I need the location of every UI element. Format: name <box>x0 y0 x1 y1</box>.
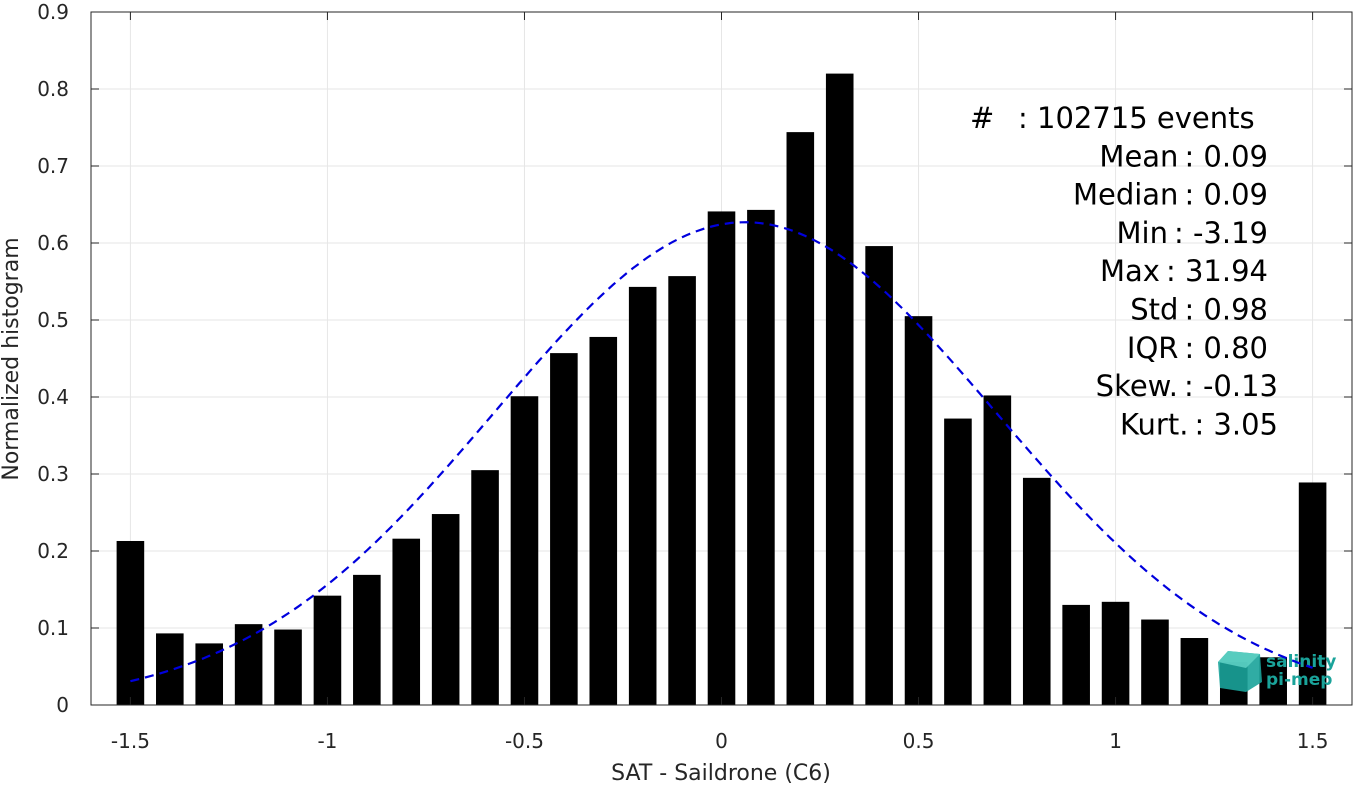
stat-label: Skew. <box>1096 369 1178 403</box>
stat-label: Min <box>1117 216 1168 250</box>
logo-text-line1: salinity <box>1266 652 1336 672</box>
y-tick-label: 0.4 <box>37 385 69 409</box>
histogram-bar <box>1062 604 1090 705</box>
histogram-bar <box>156 633 184 705</box>
salinity-pimep-logo: salinity pi-mep <box>1218 651 1336 692</box>
x-tick-label: 1.5 <box>1297 729 1329 753</box>
histogram-bar <box>628 286 657 705</box>
y-tick-label: 0.8 <box>37 77 69 101</box>
histogram-bar <box>1259 657 1287 705</box>
histogram-bar <box>510 396 539 705</box>
histogram-bar <box>195 643 224 705</box>
histogram-bar <box>1141 619 1169 705</box>
stat-value: : 0.98 <box>1184 293 1268 327</box>
histogram-bar <box>707 211 736 705</box>
histogram-bar <box>1298 482 1327 705</box>
logo-cube-face-icon <box>1218 651 1260 668</box>
y-tick-label: 0.6 <box>37 231 69 255</box>
stat-value: : 102715 events <box>1018 101 1255 135</box>
histogram-bar <box>274 629 302 705</box>
x-axis-label: SAT - Saildrone (C6) <box>611 761 831 785</box>
logo-text-line2: pi-mep <box>1266 670 1332 690</box>
histogram-bar <box>747 209 775 705</box>
histogram-bar <box>471 470 499 705</box>
histogram-bar <box>904 316 933 705</box>
stat-value: : 3.05 <box>1194 407 1278 441</box>
x-tick-label: -1.5 <box>111 729 150 753</box>
x-tick-label: -0.5 <box>505 729 544 753</box>
histogram-bar <box>1180 638 1209 705</box>
histogram-bar <box>944 418 972 705</box>
x-tick-label: 0 <box>715 729 728 753</box>
x-tick-label: 1 <box>1109 729 1122 753</box>
stat-value: : 0.80 <box>1184 331 1268 365</box>
stat-value: : -3.19 <box>1174 216 1268 250</box>
y-axis-label: Normalized histogram <box>0 237 24 480</box>
y-tick-label: 0.7 <box>37 154 69 178</box>
stat-label: Std <box>1130 293 1178 327</box>
histogram-bars <box>116 73 1327 706</box>
histogram-bar <box>116 540 145 705</box>
stat-label: Mean <box>1099 139 1178 173</box>
y-tick-label: 0.2 <box>37 539 69 563</box>
histogram-bar <box>825 73 854 706</box>
histogram-bar <box>668 276 696 705</box>
histogram-bar <box>865 246 893 705</box>
histogram-bar <box>786 132 815 705</box>
stat-value: : 0.09 <box>1184 139 1268 173</box>
histogram-bar <box>392 538 421 705</box>
x-tick-label: 0.5 <box>903 729 935 753</box>
histogram-bar <box>983 395 1012 705</box>
histogram-bar <box>353 574 381 705</box>
stat-label: Kurt. <box>1120 407 1188 441</box>
histogram-bar <box>1101 601 1130 705</box>
stat-label: Median <box>1073 178 1178 212</box>
stat-value: : -0.13 <box>1184 369 1278 403</box>
stat-label: # <box>970 101 994 135</box>
y-tick-label: 0.5 <box>37 308 69 332</box>
stat-label: IQR <box>1127 331 1179 365</box>
x-tick-label: -1 <box>317 729 337 753</box>
histogram-bar <box>431 514 460 705</box>
histogram-bar <box>313 595 342 705</box>
y-tick-label: 0.9 <box>37 0 69 24</box>
stat-label: Max <box>1100 254 1160 288</box>
stat-value: : 0.09 <box>1184 178 1268 212</box>
histogram-bar <box>1022 477 1051 705</box>
y-tick-label: 0.1 <box>37 616 69 640</box>
histogram-bar <box>550 353 578 705</box>
stat-value: : 31.94 <box>1166 254 1268 288</box>
y-tick-label: 0.3 <box>37 462 69 486</box>
axes: -1.5 -1 -0.5 0 0.5 1 1.5 0 0.1 0.2 0.3 0.4 0.5 0.6 0.7… <box>37 0 1353 753</box>
y-tick-label: 0 <box>56 693 69 717</box>
histogram-bar <box>589 336 618 705</box>
